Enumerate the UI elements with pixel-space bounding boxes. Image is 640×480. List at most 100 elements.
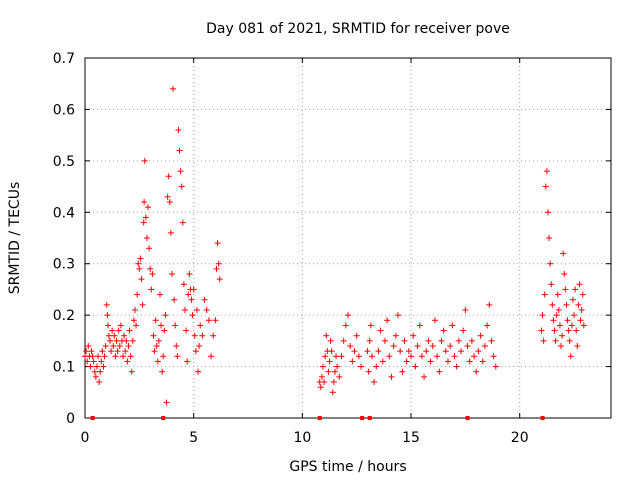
data-point — [122, 348, 129, 355]
data-point — [136, 265, 143, 272]
data-point — [568, 322, 575, 329]
data-point — [544, 209, 551, 216]
y-tick-label: 0.6 — [53, 102, 75, 118]
data-point — [436, 368, 443, 375]
data-point — [538, 327, 545, 334]
data-point — [345, 312, 351, 319]
data-point — [166, 199, 173, 205]
data-point — [323, 332, 330, 339]
y-tick-label: 0.2 — [53, 308, 75, 324]
data-point — [330, 379, 337, 385]
data-point — [333, 353, 340, 360]
data-point — [131, 307, 138, 313]
data-point — [576, 281, 583, 288]
data-point — [562, 286, 569, 293]
axis-ticks: 0 0.1 0.2 0.3 0.4 0.5 0.6 0.7 0 5 10 15 20 — [53, 51, 611, 446]
data-point — [543, 168, 550, 175]
baseline-marker — [540, 416, 545, 420]
data-point — [141, 199, 148, 205]
data-point — [416, 322, 423, 329]
data-point — [554, 291, 561, 298]
data-point — [168, 271, 175, 277]
data-point — [334, 363, 341, 370]
data-point — [320, 363, 327, 370]
data-point — [559, 332, 566, 339]
data-point — [394, 312, 401, 319]
data-point — [377, 327, 384, 334]
data-point — [434, 353, 441, 360]
data-point — [99, 348, 106, 355]
data-point — [318, 373, 325, 380]
y-tick-label: 0.5 — [53, 154, 75, 170]
data-point — [481, 343, 488, 349]
data-point — [160, 353, 167, 360]
data-point — [104, 312, 111, 319]
data-point — [85, 343, 92, 349]
data-point — [108, 348, 115, 355]
data-point — [83, 348, 90, 355]
data-point — [338, 353, 345, 360]
data-point — [558, 343, 565, 349]
data-point — [191, 332, 198, 339]
data-point — [418, 353, 425, 360]
data-point — [573, 327, 580, 334]
data-point — [578, 307, 585, 313]
baseline-marker — [90, 416, 95, 420]
data-point — [492, 363, 499, 370]
data-point — [423, 348, 430, 355]
data-point — [110, 343, 117, 349]
data-point — [358, 363, 365, 370]
y-tick-label: 0.4 — [53, 205, 75, 221]
data-point — [403, 358, 410, 365]
data-point — [195, 368, 202, 375]
data-point — [541, 291, 548, 298]
data-point — [208, 353, 215, 360]
data-point — [569, 296, 576, 303]
data-point — [553, 312, 560, 319]
data-point — [431, 317, 438, 324]
data-point — [325, 368, 332, 375]
data-point — [158, 322, 165, 329]
data-point — [170, 85, 177, 92]
data-point — [163, 399, 170, 406]
data-point — [574, 343, 581, 349]
data-point — [577, 317, 584, 324]
data-point — [488, 337, 495, 344]
data-point — [340, 337, 347, 344]
data-point — [179, 219, 186, 226]
data-point — [444, 358, 451, 365]
data-point — [342, 322, 349, 329]
data-point — [440, 327, 447, 334]
data-point — [213, 265, 220, 272]
data-point — [105, 322, 112, 329]
data-point — [321, 379, 328, 385]
data-point — [145, 204, 152, 211]
data-point — [210, 332, 217, 339]
data-point — [123, 337, 130, 344]
data-point — [455, 337, 462, 344]
data-point — [355, 353, 362, 360]
data-point — [109, 327, 116, 334]
data-point — [116, 343, 123, 349]
data-point — [137, 255, 144, 262]
data-point — [328, 348, 335, 355]
data-point — [147, 265, 154, 272]
data-point — [451, 353, 458, 360]
data-point — [196, 343, 203, 349]
x-tick-label: 20 — [511, 430, 529, 446]
data-point — [486, 301, 493, 308]
data-point — [150, 332, 157, 339]
data-point — [347, 343, 354, 349]
data-point — [149, 271, 156, 277]
data-point — [183, 327, 190, 334]
data-point — [567, 353, 574, 360]
data-point — [148, 286, 155, 293]
data-point — [93, 363, 100, 370]
data-point — [471, 353, 478, 360]
y-tick-label: 0.7 — [53, 51, 75, 67]
data-point — [103, 301, 110, 308]
data-point — [102, 343, 109, 349]
data-point — [462, 307, 469, 313]
data-point — [151, 348, 158, 355]
